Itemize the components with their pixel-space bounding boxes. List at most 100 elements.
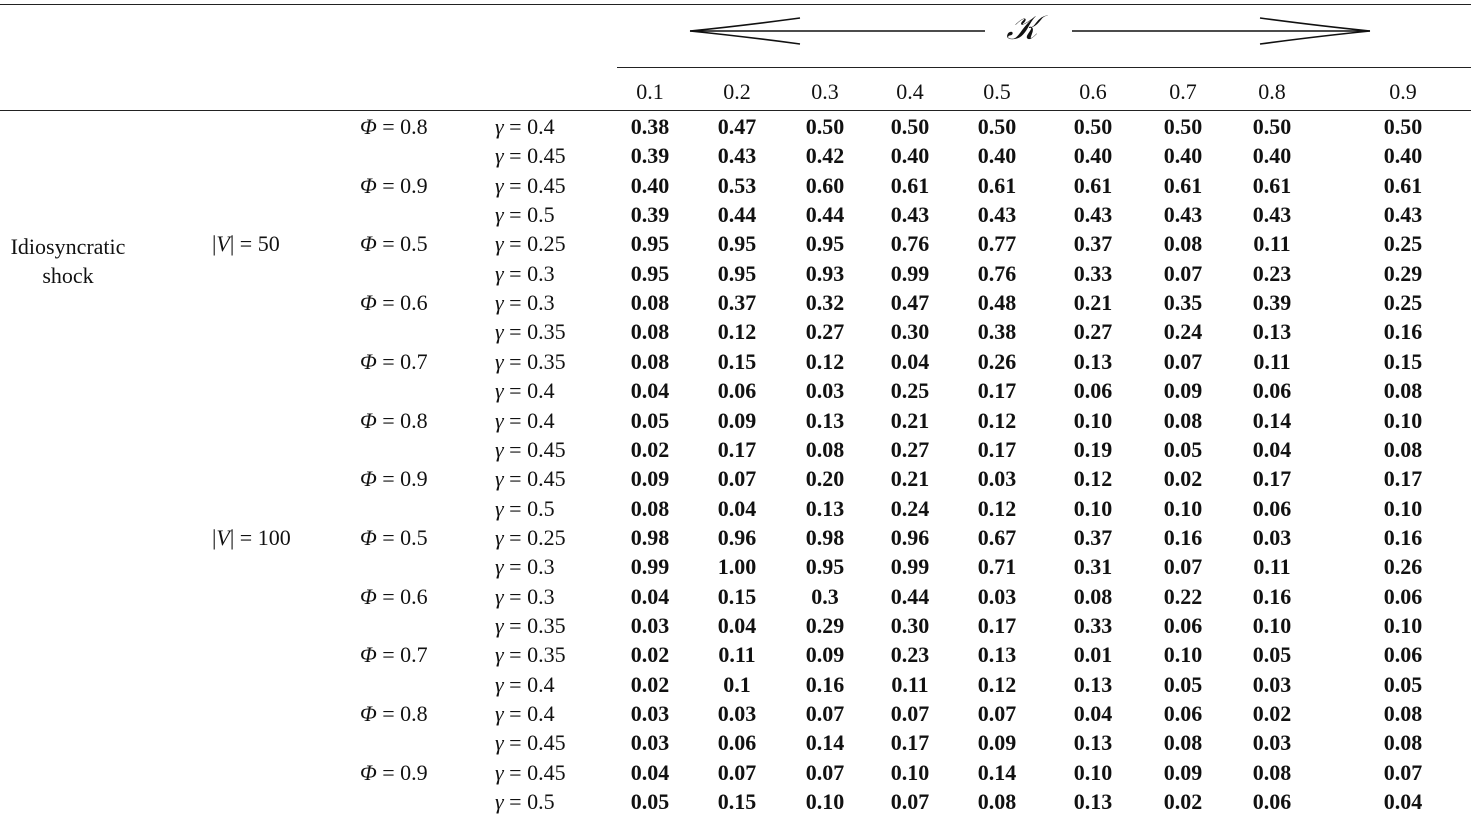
table-cell: 0.50 [1252, 114, 1292, 139]
gamma-label: γ = 0.45 [495, 172, 566, 198]
table-cell: 0.24 [1163, 319, 1203, 345]
table-cell: 0.09 [717, 407, 757, 433]
table-cell: 0.03 [977, 466, 1017, 492]
phi-label: Φ = 0.8 [360, 114, 428, 139]
table-cell: 0.08 [977, 789, 1017, 815]
table-cell: 0.03 [630, 612, 670, 638]
table-cell: 0.05 [1163, 436, 1203, 462]
table-cell: 0.04 [1252, 436, 1292, 462]
table-cell: 0.08 [630, 495, 670, 521]
table-cell: 0.16 [1163, 524, 1203, 550]
table-cell: 0.08 [630, 348, 670, 374]
table-cell: 0.25 [890, 378, 930, 404]
table-cell: 0.09 [1163, 759, 1203, 785]
table-cell: 0.06 [717, 730, 757, 756]
table-cell: 0.96 [717, 524, 757, 550]
table-cell: 0.08 [805, 436, 845, 462]
table-cell: 0.08 [1163, 407, 1203, 433]
table-cell: 0.29 [805, 612, 845, 638]
table-cell: 0.01 [1073, 642, 1113, 668]
gamma-label: γ = 0.45 [495, 143, 566, 169]
table-cell: 0.09 [805, 642, 845, 668]
table-cell: 0.08 [1383, 730, 1423, 756]
table-cell: 0.17 [890, 730, 930, 756]
table-cell: 0.06 [1252, 495, 1292, 521]
table-cell: 0.35 [1163, 290, 1203, 316]
table-cell: 0.30 [890, 612, 930, 638]
table-cell: 0.13 [977, 642, 1017, 668]
table-cell: 0.05 [630, 789, 670, 815]
table-cell: 0.03 [1252, 524, 1292, 550]
table-cell: 0.44 [717, 202, 757, 228]
table-cell: 1.00 [717, 554, 757, 580]
kappa-rule [617, 67, 1471, 68]
table-cell: 0.04 [890, 348, 930, 374]
table-cell: 0.26 [977, 348, 1017, 374]
k-header-cell: 0.1 [636, 79, 664, 104]
table-cell: 0.27 [805, 319, 845, 345]
table-cell: 0.07 [717, 759, 757, 785]
phi-label: Φ = 0.8 [360, 701, 428, 726]
table-cell: 0.04 [630, 378, 670, 404]
k-header-cell: 0.5 [983, 79, 1011, 104]
table-cell: 0.12 [717, 319, 757, 345]
table-cell: 0.14 [1252, 407, 1292, 433]
table-cell: 0.13 [805, 407, 845, 433]
phi-label: Φ = 0.5 [360, 524, 428, 550]
table-cell: 0.53 [717, 172, 757, 198]
table-cell: 0.16 [1252, 583, 1292, 609]
table-cell: 0.95 [717, 260, 757, 286]
table-cell: 0.03 [977, 583, 1017, 609]
table-cell: 0.44 [890, 583, 930, 609]
table-cell: 0.10 [1383, 407, 1423, 433]
table-cell: 0.3 [811, 583, 839, 609]
table-cell: 0.10 [1163, 495, 1203, 521]
table-cell: 0.08 [1383, 436, 1423, 462]
kappa-symbol: 𝒦 [1006, 8, 1038, 48]
table-cell: 0.05 [630, 407, 670, 433]
phi-label: Φ = 0.5 [360, 231, 428, 257]
table-cell: 0.33 [1073, 612, 1113, 638]
table-cell: 0.04 [630, 759, 670, 785]
table-cell: 0.12 [1073, 466, 1113, 492]
table-cell: 0.17 [977, 436, 1017, 462]
table-cell: 0.02 [1163, 789, 1203, 815]
table-cell: 0.12 [805, 348, 845, 374]
table-cell: 0.23 [890, 642, 930, 668]
table-cell: 0.17 [1383, 466, 1423, 492]
gamma-label: γ = 0.4 [495, 701, 555, 726]
table-cell: 0.93 [805, 260, 845, 286]
table-cell: 0.40 [890, 143, 930, 169]
table-cell: 0.27 [890, 436, 930, 462]
table-cell: 0.07 [1163, 554, 1203, 580]
table-cell: 0.32 [805, 290, 845, 316]
table-cell: 0.06 [1383, 583, 1423, 609]
table-cell: 0.21 [890, 466, 930, 492]
table-cell: 0.40 [1163, 143, 1203, 169]
table-cell: 0.95 [630, 231, 670, 257]
table-cell: 0.10 [1073, 759, 1113, 785]
table-cell: 0.03 [1252, 730, 1292, 756]
k-header-cell: 0.4 [896, 79, 924, 104]
table-cell: 0.44 [805, 202, 845, 228]
table-cell: 0.61 [1073, 172, 1113, 198]
table-cell: 0.09 [1163, 378, 1203, 404]
table-cell: 0.99 [890, 554, 930, 580]
table-cell: 0.50 [977, 114, 1017, 139]
table-cell: 0.47 [717, 114, 757, 139]
table-cell: 0.50 [890, 114, 930, 139]
table-cell: 0.26 [1383, 554, 1423, 580]
table-cell: 0.98 [805, 524, 845, 550]
table-cell: 0.10 [1252, 612, 1292, 638]
table-cell: 0.37 [717, 290, 757, 316]
table-cell: 0.40 [1383, 143, 1423, 169]
table-cell: 0.61 [1163, 172, 1203, 198]
table-cell: 0.06 [1073, 378, 1113, 404]
table-cell: 0.77 [977, 231, 1017, 257]
table-cell: 0.10 [1163, 642, 1203, 668]
table-cell: 0.43 [977, 202, 1017, 228]
table-cell: 0.07 [1163, 260, 1203, 286]
table-cell: 0.27 [1073, 319, 1113, 345]
gamma-label: γ = 0.3 [495, 583, 555, 609]
table-cell: 0.61 [977, 172, 1017, 198]
